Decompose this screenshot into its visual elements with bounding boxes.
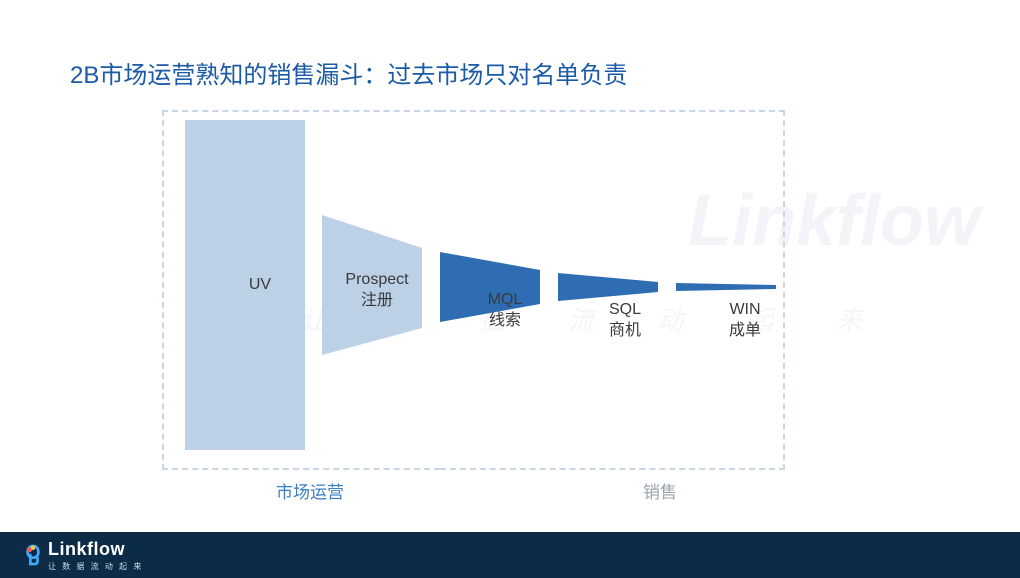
bottom-bar: Linkflow 让 数 据 流 动 起 来 [0,532,1020,578]
stage-label-line1: MQL [460,290,550,311]
stage-label-prospect: Prospect注册 [332,270,422,312]
stage-label-line2: 注册 [332,291,422,312]
stage-label-line1: UV [215,275,305,296]
logo: Linkflow 让 数 据 流 动 起 来 [24,539,143,572]
group-label-market: 市场运营 [240,478,380,503]
stage-label-line1: SQL [580,300,670,321]
stage-label-win: WIN成单 [700,300,790,342]
group-label-sales: 销售 [590,478,730,503]
stage-label-uv: UV [215,275,305,296]
stage-label-line1: Prospect [332,270,422,291]
stage-label-line1: WIN [700,300,790,321]
funnel-stage-sql [558,273,658,301]
funnel-diagram [0,0,1020,578]
funnel-stage-win [676,283,776,291]
logo-mark-icon [24,544,42,566]
stage-label-line2: 成单 [700,321,790,342]
stage-label-sql: SQL商机 [580,300,670,342]
logo-subtitle: 让 数 据 流 动 起 来 [48,561,143,572]
stage-label-line2: 线索 [460,311,550,332]
stage-label-mql: MQL线索 [460,290,550,332]
logo-text: Linkflow [48,539,143,560]
stage-label-line2: 商机 [580,321,670,342]
